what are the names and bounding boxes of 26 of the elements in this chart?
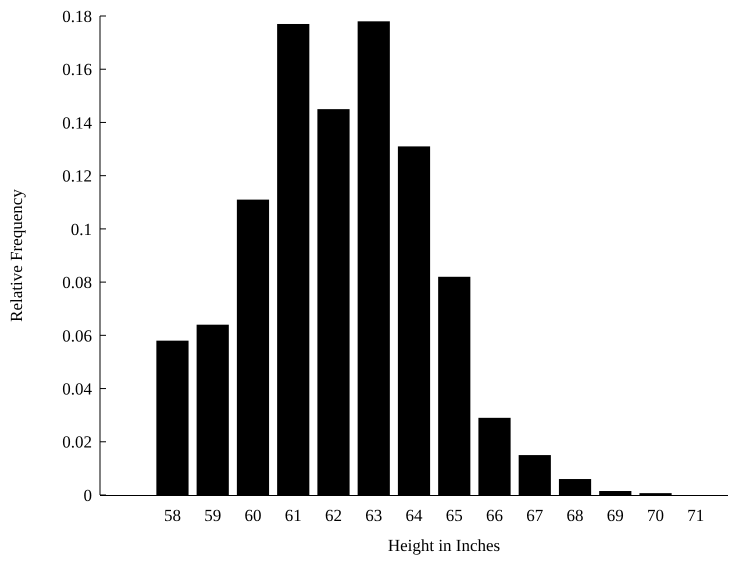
y-tick-label: 0 (84, 486, 92, 505)
y-axis-title: Relative Frequency (7, 188, 26, 322)
y-tick-label: 0.06 (62, 326, 92, 346)
x-tick-label: 71 (687, 506, 704, 525)
y-tick-label: 0.12 (62, 166, 92, 186)
x-tick-label: 70 (647, 506, 664, 525)
x-tick-label: 60 (244, 506, 262, 525)
x-tick-label: 64 (406, 506, 423, 525)
x-tick-label: 59 (204, 506, 222, 525)
x-tick-label: 66 (486, 506, 504, 525)
x-tick-label: 68 (566, 506, 584, 525)
y-tick-label: 0.18 (62, 6, 92, 26)
x-tick-label: 61 (284, 506, 302, 525)
x-tick-label: 63 (365, 506, 382, 525)
x-tick-label: 58 (164, 506, 181, 525)
x-tick-label: 62 (324, 506, 342, 525)
x-tick-label: 69 (606, 506, 624, 525)
x-tick-label: 67 (526, 506, 544, 525)
x-axis-title: Height in Inches (388, 536, 500, 555)
y-tick-label: 0.16 (62, 60, 92, 80)
y-tick-label: 0.14 (62, 113, 92, 132)
y-tick-label: 0.02 (62, 432, 92, 452)
x-tick-label: 65 (446, 506, 463, 525)
y-tick-label: 0.04 (62, 380, 92, 399)
y-tick-label: 0.1 (70, 220, 92, 239)
y-tick-label: 0.08 (62, 273, 92, 292)
